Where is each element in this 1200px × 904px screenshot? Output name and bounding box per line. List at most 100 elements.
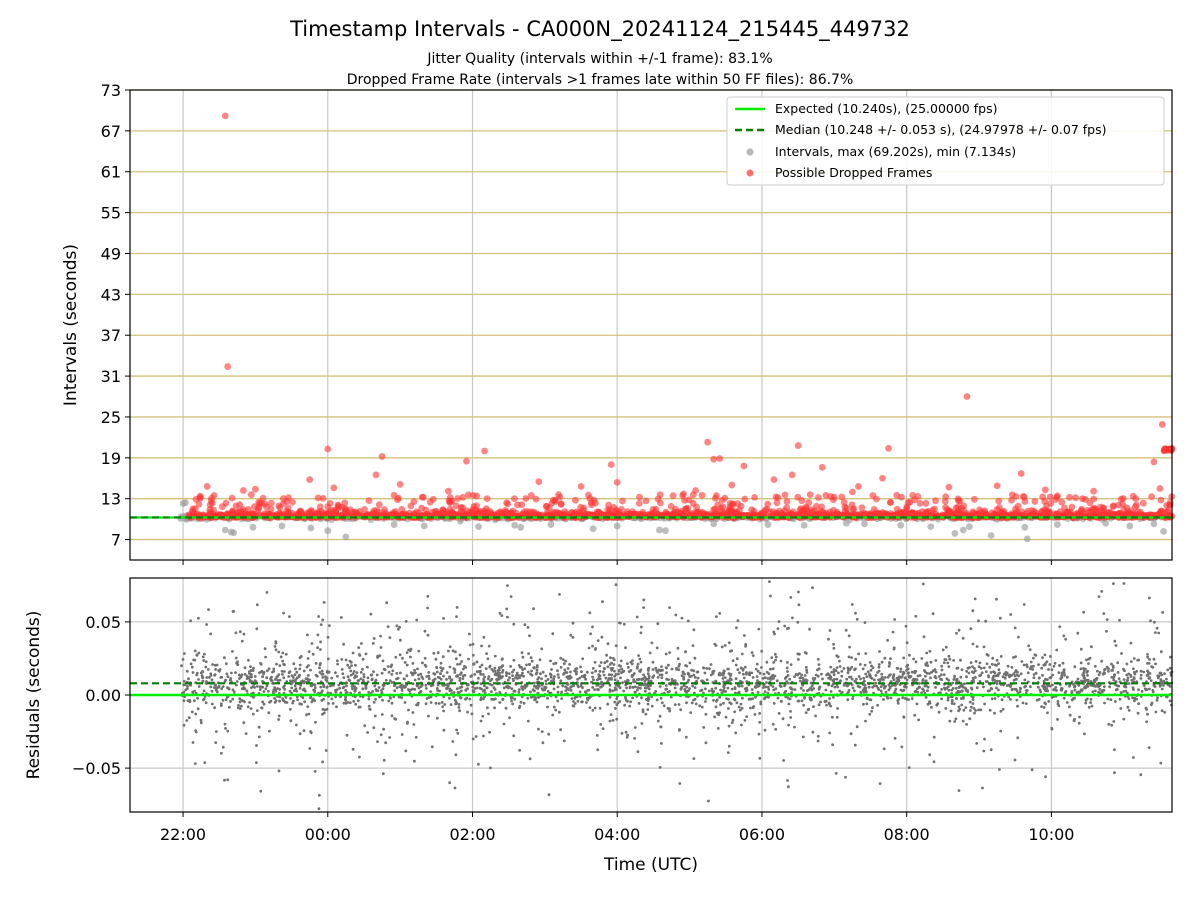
dropped-frame-point: [408, 503, 415, 510]
dropped-frame-point: [1158, 497, 1165, 504]
residual-point: [631, 659, 634, 662]
residual-point: [900, 746, 903, 749]
residual-point: [644, 690, 647, 693]
residual-point: [900, 668, 903, 671]
residual-point: [717, 727, 720, 730]
residual-point: [310, 684, 313, 687]
interval-point: [590, 525, 597, 532]
residual-point: [736, 657, 739, 660]
residual-point: [453, 671, 456, 674]
residual-point: [614, 678, 617, 681]
residual-point: [637, 663, 640, 666]
residual-point: [704, 700, 707, 703]
residual-point: [994, 664, 997, 667]
residual-point: [340, 658, 343, 661]
residual-point: [625, 687, 628, 690]
residual-point: [645, 713, 648, 716]
residual-point: [1162, 684, 1165, 687]
residual-point: [947, 696, 950, 699]
residual-point: [859, 678, 862, 681]
residual-point: [593, 688, 596, 691]
residual-point: [378, 686, 381, 689]
residual-point: [355, 675, 358, 678]
residual-point: [697, 677, 700, 680]
residual-point: [945, 646, 948, 649]
intervals-ytick-label: 73: [101, 81, 121, 100]
residual-point: [929, 677, 932, 680]
residual-point: [462, 677, 465, 680]
residual-point: [294, 673, 297, 676]
residual-point: [1127, 697, 1130, 700]
dropped-frame-point: [1084, 507, 1091, 514]
residual-point: [962, 709, 965, 712]
residual-point: [340, 616, 343, 619]
residual-point: [241, 640, 244, 643]
residual-point: [459, 663, 462, 666]
residual-point: [615, 703, 618, 706]
residual-point: [715, 615, 718, 618]
residual-point: [609, 720, 612, 723]
dropped-frame-point: [704, 439, 711, 446]
residual-point: [427, 671, 430, 674]
dropped-frame-point: [1079, 495, 1086, 502]
residual-point: [360, 671, 363, 674]
residual-point: [456, 687, 459, 690]
residual-point: [867, 670, 870, 673]
residual-point: [603, 661, 606, 664]
dropped-frame-point: [222, 112, 229, 119]
residual-point: [871, 686, 874, 689]
residual-point: [234, 671, 237, 674]
residual-point: [191, 711, 194, 714]
residual-point: [854, 667, 857, 670]
dropped-frame-point: [197, 494, 204, 501]
residual-point: [743, 634, 746, 637]
residual-point: [264, 687, 267, 690]
residual-point: [572, 636, 575, 639]
residual-point: [505, 707, 508, 710]
residual-point: [1133, 697, 1136, 700]
residual-point: [448, 781, 451, 784]
residual-point: [353, 670, 356, 673]
intervals-ytick-label: 7: [111, 531, 121, 550]
residual-point: [975, 660, 978, 663]
residual-point: [871, 706, 874, 709]
dropped-frame-point: [268, 500, 275, 507]
residual-point: [1102, 612, 1105, 615]
residual-point: [974, 676, 977, 679]
residual-point: [398, 626, 401, 629]
residual-point: [189, 619, 192, 622]
residual-point: [1044, 775, 1047, 778]
residual-point: [1016, 705, 1019, 708]
residual-point: [468, 698, 471, 701]
residual-point: [427, 634, 430, 637]
residual-point: [745, 690, 748, 693]
dropped-frame-point: [397, 481, 404, 488]
dropped-frame-point: [280, 495, 287, 502]
residual-point: [356, 671, 359, 674]
residual-point: [314, 770, 317, 773]
residual-point: [997, 662, 1000, 665]
residual-point: [435, 658, 438, 661]
residual-point: [946, 662, 949, 665]
residual-point: [745, 715, 748, 718]
dropped-frame-point: [727, 504, 734, 511]
intervals-ytick-label: 13: [101, 490, 121, 509]
residual-point: [864, 621, 867, 624]
residual-point: [549, 660, 552, 663]
residual-point: [244, 666, 247, 669]
residual-point: [518, 706, 521, 709]
residual-point: [324, 675, 327, 678]
residual-point: [489, 679, 492, 682]
residual-point: [799, 677, 802, 680]
residual-point: [1108, 685, 1111, 688]
residual-point: [1017, 636, 1020, 639]
residual-point: [200, 719, 203, 722]
residual-point: [651, 642, 654, 645]
residual-point: [991, 663, 994, 666]
residual-point: [632, 686, 635, 689]
chart-subtitle-dropped: Dropped Frame Rate (intervals >1 frames …: [347, 72, 854, 88]
residual-point: [851, 678, 854, 681]
residual-point: [415, 619, 418, 622]
residual-point: [540, 677, 543, 680]
residual-point: [186, 685, 189, 688]
